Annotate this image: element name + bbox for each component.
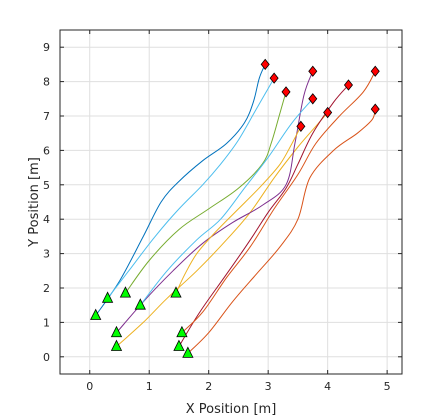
end-marker-1	[260, 58, 270, 71]
x-tick-label: 5	[384, 380, 391, 393]
y-tick-label: 5	[43, 179, 50, 192]
y-tick-label: 7	[43, 110, 50, 123]
trajectory-line-2	[187, 108, 376, 354]
end-marker-3	[323, 106, 333, 119]
y-tick-label: 9	[43, 41, 50, 54]
axes: 0 1 2 3 4 5 0 1 2 3 4 5 6 7 8 9	[43, 29, 403, 393]
end-marker-5	[281, 86, 291, 98]
y-tick-label: 8	[43, 76, 50, 89]
trajectory-line-3	[116, 112, 329, 347]
end-marker-9	[296, 120, 306, 132]
end-marker-8	[370, 65, 380, 77]
end-marker-10	[269, 72, 279, 84]
trajectory-line-9	[175, 126, 302, 294]
x-tick-label: 3	[265, 380, 272, 393]
start-marker-5	[119, 286, 132, 298]
start-marker-10	[101, 291, 114, 303]
trajectory-series	[95, 64, 376, 354]
y-tick-label: 3	[43, 248, 50, 261]
start-marker-3	[110, 339, 123, 351]
y-tick-label: 4	[43, 213, 50, 226]
end-marker-4	[308, 65, 318, 77]
x-tick-label: 1	[146, 380, 153, 393]
waypoint-markers	[90, 58, 380, 358]
plot-box	[59, 29, 403, 375]
trajectory-line-5	[124, 91, 287, 294]
grid-lines	[60, 30, 402, 374]
start-marker-6	[134, 298, 146, 310]
trajectory-line-4	[116, 71, 314, 334]
start-marker-4	[110, 325, 123, 338]
x-tick-label: 2	[205, 380, 212, 393]
end-marker-6	[308, 93, 318, 105]
start-marker-8	[176, 325, 188, 338]
trajectory-line-6	[139, 98, 314, 306]
x-tick-label: 4	[324, 380, 331, 393]
y-tick-label: 1	[43, 316, 50, 329]
trajectory-line-10	[107, 77, 275, 299]
x-axis-label: X Position [m]	[186, 402, 277, 417]
x-tick-label: 0	[86, 380, 93, 393]
start-marker-9	[170, 286, 182, 298]
trajectory-line-8	[181, 71, 376, 334]
trajectory-line-1	[95, 64, 266, 316]
y-tick-label: 2	[43, 282, 50, 295]
y-tick-label: 0	[43, 351, 50, 364]
y-tick-label: 6	[43, 144, 50, 157]
end-marker-7	[343, 79, 353, 91]
trajectory-line-7	[178, 84, 349, 347]
start-marker-2	[182, 346, 194, 358]
start-marker-7	[173, 339, 185, 351]
start-marker-1	[90, 308, 102, 320]
end-marker-2	[370, 103, 380, 115]
y-axis-label: Y Position [m]	[27, 157, 42, 248]
